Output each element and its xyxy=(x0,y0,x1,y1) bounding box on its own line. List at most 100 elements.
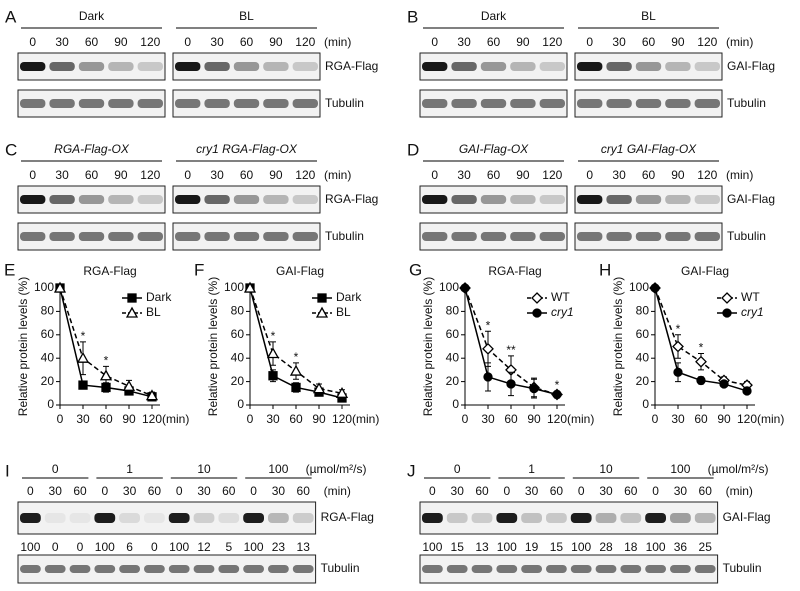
band xyxy=(144,565,165,573)
band xyxy=(78,99,105,108)
band xyxy=(168,565,190,573)
y-tick-label: 20 xyxy=(231,374,245,388)
band xyxy=(137,195,163,204)
y-tick-label: 60 xyxy=(231,327,245,341)
band xyxy=(78,195,105,204)
y-tick-label: 40 xyxy=(231,350,245,364)
y-tick-label: 80 xyxy=(231,304,245,318)
y-tick-label: 80 xyxy=(41,304,55,318)
x-tick-label: 120 xyxy=(737,412,757,426)
x-tick-label: 60 xyxy=(694,412,708,426)
level-label: 28 xyxy=(599,540,613,554)
time-label: 120 xyxy=(140,168,160,182)
significance: * xyxy=(104,354,109,368)
time-label: 60 xyxy=(475,484,489,498)
band xyxy=(292,513,314,523)
level-label: 13 xyxy=(475,540,489,554)
band xyxy=(175,99,201,108)
x-tick-label: 0 xyxy=(247,412,254,426)
marker xyxy=(289,364,303,376)
time-label: 0 xyxy=(27,484,34,498)
level-label: 6 xyxy=(126,540,133,554)
marker xyxy=(266,347,280,359)
band xyxy=(539,99,565,108)
marker xyxy=(482,342,494,355)
band xyxy=(233,99,260,108)
row-label: Tubulin xyxy=(325,96,364,110)
time-label: 60 xyxy=(73,484,87,498)
x-unit: (min) xyxy=(162,412,189,426)
x-tick-label: 30 xyxy=(266,412,280,426)
time-label: 90 xyxy=(269,35,283,49)
level-label: 13 xyxy=(297,540,311,554)
band xyxy=(263,195,289,204)
legend-label: cry1 xyxy=(741,305,764,319)
chart-title: GAI-Flag xyxy=(681,264,729,278)
band xyxy=(144,513,165,523)
band xyxy=(539,232,565,241)
marker xyxy=(145,389,159,401)
time-label: 0 xyxy=(184,168,191,182)
time-label: 90 xyxy=(671,168,685,182)
band xyxy=(108,195,134,204)
band xyxy=(694,565,716,573)
group-label: cry1 RGA-Flag-OX xyxy=(196,142,298,156)
level-label: 100 xyxy=(95,540,115,554)
y-axis-label: Relative protein levels (%) xyxy=(611,277,625,416)
blot-box xyxy=(17,52,166,81)
band xyxy=(451,195,477,204)
level-label: 36 xyxy=(674,540,688,554)
row-label: GAI-Flag xyxy=(723,510,771,524)
y-tick-label: 80 xyxy=(446,304,460,318)
significance: * xyxy=(486,318,491,332)
marker xyxy=(125,306,139,318)
band xyxy=(78,62,105,71)
marker xyxy=(53,281,67,293)
significance: ** xyxy=(506,343,516,357)
x-tick-label: 120 xyxy=(332,412,352,426)
band xyxy=(20,565,41,573)
marker xyxy=(291,382,301,393)
time-label: 0 xyxy=(652,484,659,498)
band xyxy=(606,99,632,108)
panel-letter: F xyxy=(194,260,204,279)
significance: * xyxy=(699,341,704,355)
band xyxy=(496,513,518,523)
band xyxy=(496,565,518,573)
x-tick-label: 30 xyxy=(671,412,685,426)
level-label: 100 xyxy=(169,540,189,554)
band xyxy=(20,232,46,241)
band xyxy=(546,565,567,573)
band xyxy=(694,62,720,71)
chart-title: GAI-Flag xyxy=(276,264,324,278)
x-tick-label: 90 xyxy=(312,412,326,426)
blot-box xyxy=(419,501,719,535)
band xyxy=(635,62,662,71)
band xyxy=(20,513,41,523)
y-tick-label: 40 xyxy=(41,350,55,364)
x-unit: (min) xyxy=(567,412,594,426)
marker xyxy=(268,371,278,381)
x-tick-label: 0 xyxy=(652,412,659,426)
time-unit: (min) xyxy=(726,168,753,182)
time-label: 0 xyxy=(578,484,585,498)
time-label: 90 xyxy=(114,35,128,49)
time-label: 120 xyxy=(140,35,160,49)
marker xyxy=(696,375,706,386)
band xyxy=(49,195,75,204)
band xyxy=(510,62,536,71)
time-label: 60 xyxy=(297,484,311,498)
band xyxy=(243,565,264,573)
y-tick-label: 0 xyxy=(237,397,244,411)
y-axis-label: Relative protein levels (%) xyxy=(421,277,435,416)
row-label: RGA-Flag xyxy=(325,59,378,73)
series xyxy=(243,281,349,398)
row-label: RGA-Flag xyxy=(325,192,378,206)
series xyxy=(649,282,753,392)
row-label: Tubulin xyxy=(727,96,766,110)
band xyxy=(193,513,215,523)
band xyxy=(94,565,116,573)
band xyxy=(521,513,542,523)
band xyxy=(422,513,443,523)
y-tick-label: 20 xyxy=(446,374,460,388)
